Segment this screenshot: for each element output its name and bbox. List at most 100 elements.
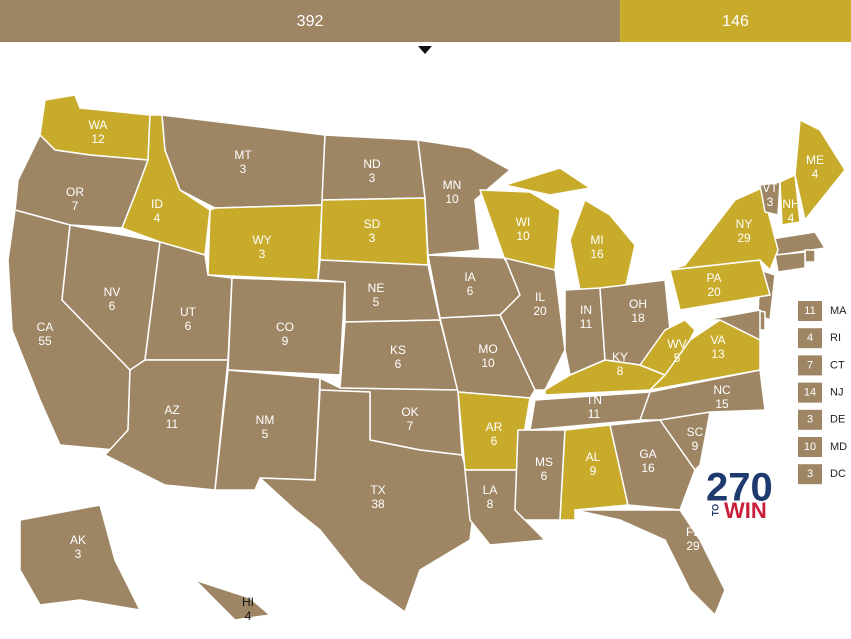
header-count: 146 bbox=[722, 13, 749, 30]
state-abbr: AL bbox=[586, 450, 601, 464]
logo-to: TO bbox=[710, 504, 720, 516]
state-shape bbox=[479, 189, 561, 271]
state-abbr: AR bbox=[486, 420, 503, 434]
state-votes: 6 bbox=[395, 357, 402, 371]
state-shape bbox=[794, 119, 846, 221]
state-votes: 4 bbox=[245, 609, 252, 623]
state-abbr: GA bbox=[639, 447, 656, 461]
small-state-legend: 11 MA 4 RI 7 CT 14 NJ 3 DE 10 MD 3 DC bbox=[798, 301, 847, 485]
state-votes: 4 bbox=[788, 211, 795, 225]
state-shape bbox=[439, 314, 536, 399]
state-votes: 3 bbox=[75, 547, 82, 561]
legend-box bbox=[798, 355, 822, 376]
state-abbr: ID bbox=[151, 197, 163, 211]
state-votes: 10 bbox=[445, 192, 459, 206]
state-shape bbox=[19, 504, 141, 611]
state-shape bbox=[104, 359, 229, 491]
state-votes: 4 bbox=[154, 211, 161, 225]
state-votes: 5 bbox=[262, 427, 269, 441]
state-votes: 3 bbox=[767, 195, 774, 209]
state-abbr: OH bbox=[629, 297, 647, 311]
state-votes: 7 bbox=[407, 419, 414, 433]
state-abbr: FL bbox=[686, 525, 700, 539]
state-shape bbox=[514, 429, 566, 521]
state-abbr: NY bbox=[736, 217, 753, 231]
state-abbr: VT bbox=[762, 181, 778, 195]
legend-box bbox=[798, 328, 822, 349]
state-abbr: CA bbox=[37, 320, 54, 334]
state-votes: 15 bbox=[715, 397, 729, 411]
legend-abbr: MA bbox=[830, 305, 847, 317]
state-shape bbox=[227, 277, 346, 376]
legend-box bbox=[798, 382, 822, 403]
state-abbr: KY bbox=[612, 350, 628, 364]
state-abbr: AZ bbox=[164, 403, 179, 417]
state-votes: 5 bbox=[373, 295, 380, 309]
state-abbr: WI bbox=[516, 215, 531, 229]
state-abbr: SC bbox=[687, 425, 704, 439]
legend-votes: 3 bbox=[807, 414, 813, 426]
header-segment bbox=[0, 0, 621, 42]
header-bar: 392 146 bbox=[0, 0, 851, 42]
state-votes: 6 bbox=[541, 469, 548, 483]
state-votes: 5 bbox=[674, 351, 681, 365]
state-votes: 3 bbox=[259, 247, 266, 261]
state-shape bbox=[499, 257, 566, 391]
state-shape bbox=[609, 419, 696, 511]
state-votes: 3 bbox=[369, 171, 376, 185]
state-abbr: NC bbox=[713, 383, 731, 397]
legend-abbr: RI bbox=[830, 332, 841, 344]
state-abbr: MT bbox=[234, 148, 252, 162]
state-votes: 20 bbox=[533, 304, 547, 318]
state-votes: 8 bbox=[487, 497, 494, 511]
state-votes: 55 bbox=[38, 334, 52, 348]
states: WA12OR7CA55NV6ID4MT3WY3UT6AZ11CO9NM5ND3S… bbox=[7, 94, 846, 623]
state-abbr: TN bbox=[586, 393, 602, 407]
state-shape bbox=[207, 204, 323, 281]
legend-votes: 11 bbox=[804, 305, 815, 317]
state-votes: 13 bbox=[711, 347, 725, 361]
state-shape bbox=[759, 181, 781, 216]
header-segment bbox=[620, 0, 851, 42]
logo: 270 TO WIN bbox=[706, 466, 773, 523]
state-abbr: NE bbox=[368, 281, 385, 295]
state-votes: 9 bbox=[590, 464, 597, 478]
state-votes: 3 bbox=[240, 162, 247, 176]
center-marker bbox=[418, 46, 432, 54]
legend-box bbox=[798, 301, 822, 321]
state-abbr: IN bbox=[580, 303, 592, 317]
state-abbr: IA bbox=[464, 270, 475, 284]
state-abbr: NH bbox=[782, 197, 799, 211]
legend-votes: 4 bbox=[807, 332, 813, 344]
state-votes: 11 bbox=[580, 317, 593, 331]
state-abbr: SD bbox=[364, 217, 381, 231]
state-shape bbox=[639, 319, 696, 376]
state-votes: 20 bbox=[707, 285, 721, 299]
legend-abbr: MD bbox=[830, 441, 847, 453]
state-abbr: TX bbox=[370, 483, 385, 497]
state-abbr: KS bbox=[390, 343, 406, 357]
state-abbr: HI bbox=[242, 595, 254, 609]
state-abbr: WY bbox=[252, 233, 271, 247]
legend-box bbox=[798, 464, 822, 485]
state-shape bbox=[779, 174, 801, 226]
state-abbr: IL bbox=[535, 290, 545, 304]
state-votes: 10 bbox=[516, 229, 530, 243]
legend-abbr: CT bbox=[830, 359, 845, 371]
small-state-shape bbox=[774, 251, 806, 273]
state-abbr: ME bbox=[806, 153, 824, 167]
state-votes: 9 bbox=[692, 439, 699, 453]
state-abbr: CO bbox=[276, 320, 294, 334]
state-votes: 11 bbox=[588, 407, 601, 421]
logo-win: WIN bbox=[724, 498, 767, 523]
state-votes: 16 bbox=[641, 461, 655, 475]
state-votes: 16 bbox=[590, 247, 604, 261]
state-abbr: MS bbox=[535, 455, 553, 469]
legend-votes: 10 bbox=[804, 441, 816, 453]
state-votes: 6 bbox=[109, 299, 116, 313]
small-state-shape bbox=[804, 249, 816, 263]
state-abbr: VA bbox=[710, 333, 725, 347]
state-votes: 4 bbox=[812, 167, 819, 181]
state-abbr: MN bbox=[443, 178, 462, 192]
